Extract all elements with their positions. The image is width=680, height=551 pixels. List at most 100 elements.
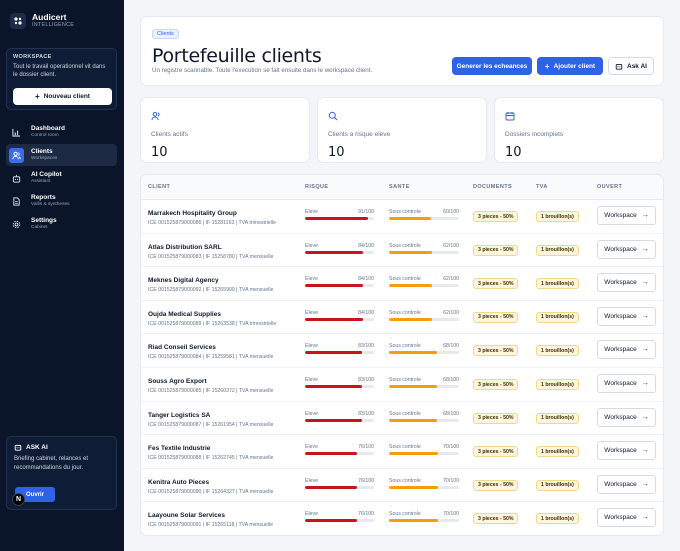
arrow-right-icon: → <box>641 380 649 387</box>
workspace-label: Workspace <box>604 212 637 219</box>
client-name[interactable]: Fes Textile Industrie <box>148 445 211 453</box>
table-row[interactable]: Oujda Medical Supplies ICE 00152587900008… <box>141 301 663 335</box>
add-client-button[interactable]: + Ajouter client <box>537 57 603 75</box>
app-name: Audicert <box>32 12 67 22</box>
open-workspace-button[interactable]: Workspace → <box>597 508 656 528</box>
risk-bar-fill <box>305 351 363 355</box>
health-score: 62/100 <box>443 276 459 283</box>
stat-card-high-risk: Clients a risque eleve 10 <box>317 97 487 163</box>
risk-label: Eleve <box>305 477 318 484</box>
new-client-button[interactable]: + Nouveau client <box>13 88 112 105</box>
stat-value: 10 <box>151 145 168 160</box>
table-row[interactable]: Souss Agro Export ICE 001525879000085 | I… <box>141 368 663 402</box>
health-score: 70/100 <box>443 444 459 451</box>
health-bar-fill <box>389 385 437 388</box>
risk-score: 83/100 <box>358 343 374 350</box>
risk-label: Eleve <box>305 309 318 316</box>
sidebar-item-reports[interactable]: Reports Vallis & syntheses <box>6 190 117 212</box>
health-score: 68/100 <box>443 377 459 383</box>
table-row[interactable]: Fes Textile Industrie ICE 001525879000088… <box>141 435 663 469</box>
open-workspace-button[interactable]: Workspace → <box>597 306 656 326</box>
health-score: 70/100 <box>443 477 459 484</box>
nav-sub: Vallis & syntheses <box>31 202 70 207</box>
health-bar <box>389 385 459 388</box>
table-row[interactable]: Meknes Digital Agency ICE 001525879000092… <box>141 267 663 301</box>
open-workspace-button[interactable]: Workspace → <box>597 239 656 259</box>
client-name[interactable]: Marrakech Hospitality Group <box>148 210 237 217</box>
health-score: 68/100 <box>443 410 459 417</box>
workspace-label: Workspace <box>604 380 637 387</box>
next-logo-icon[interactable]: N <box>12 493 25 506</box>
health-bar <box>389 485 459 489</box>
client-name[interactable]: Souss Agro Export <box>148 378 207 385</box>
sidebar-item-settings[interactable]: Settings Cabinet <box>6 213 117 235</box>
stat-label: Clients actifs <box>151 131 188 138</box>
open-workspace-button[interactable]: Workspace → <box>597 407 656 427</box>
brand[interactable]: Audicert INTELLIGENCE <box>10 12 74 29</box>
table-row[interactable]: Laayoune Solar Services ICE 0015258790000… <box>141 502 663 535</box>
open-workspace-button[interactable]: Workspace → <box>597 441 656 461</box>
sidebar-item-dashboard[interactable]: Dashboard Control room <box>6 121 117 143</box>
risk-score: 76/100 <box>358 477 374 484</box>
client-name[interactable]: Laayoune Solar Services <box>148 512 225 520</box>
risk-label: Eleve <box>305 242 318 249</box>
bot-icon <box>11 173 22 184</box>
table-row[interactable]: Kenitra Auto Pieces ICE 001525879000090 |… <box>141 469 663 503</box>
workspace-label: Workspace <box>604 346 637 354</box>
table-row[interactable]: Tanger Logistics SA ICE 001525879000087 |… <box>141 402 663 436</box>
client-meta: ICE 001525879000092 | IF 15265909 | TVA … <box>148 287 274 294</box>
client-name[interactable]: Meknes Digital Agency <box>148 277 219 285</box>
client-name[interactable]: Kenitra Auto Pieces <box>148 478 210 486</box>
breadcrumb[interactable]: Clients <box>152 29 179 39</box>
health-score: 62/100 <box>443 242 459 249</box>
open-workspace-button[interactable]: Workspace → <box>597 474 656 494</box>
client-meta: ICE 001525879000087 | IF 15261954 | TVA … <box>148 421 274 428</box>
risk-bar <box>305 452 374 456</box>
risk-bar <box>305 385 374 388</box>
risk-score: 76/100 <box>358 444 374 451</box>
new-client-label: Nouveau client <box>43 93 90 100</box>
nav-label: Reports <box>31 194 56 201</box>
table-row[interactable]: Atlas Distribution SARL ICE 0015258790000… <box>141 234 663 268</box>
client-name[interactable]: Riad Conseil Services <box>148 344 216 352</box>
column-header-tva: TVA <box>536 184 548 190</box>
ask-ai-button[interactable]: Ask AI <box>608 57 654 75</box>
nav-label: AI Copilot <box>31 171 62 178</box>
nav-sub: Cabinet <box>31 225 48 230</box>
client-name[interactable]: Atlas Distribution SARL <box>148 243 222 251</box>
open-workspace-button[interactable]: Workspace → <box>597 273 656 293</box>
stat-label: Clients a risque eleve <box>328 131 391 138</box>
risk-bar-fill <box>305 385 363 388</box>
workspace-card: WORKSPACE Tout le travail operationnel v… <box>6 48 117 110</box>
ask-ai-label: Ask AI <box>627 62 647 70</box>
table-row[interactable]: Marrakech Hospitality Group ICE 001525879… <box>141 200 663 234</box>
tva-badge: 1 brouillon(s) <box>536 479 579 491</box>
health-bar <box>389 317 459 321</box>
arrow-right-icon: → <box>641 514 649 522</box>
nav-sub: Workspaces <box>31 156 58 161</box>
sidebar-item-ai-copilot[interactable]: AI Copilot Assistant <box>6 167 117 189</box>
health-bar-fill <box>389 284 433 288</box>
client-name[interactable]: Oujda Medical Supplies <box>148 310 221 318</box>
workspace-label: Workspace <box>604 279 637 287</box>
bot-icon <box>615 62 623 70</box>
arrow-right-icon: → <box>641 279 649 287</box>
health-label: Sous controle <box>389 276 421 283</box>
sidebar-item-clients[interactable]: Clients Workspaces <box>6 144 117 166</box>
arrow-right-icon: → <box>641 312 649 320</box>
health-bar <box>389 250 459 254</box>
column-header-open: OUVERT <box>597 184 623 190</box>
health-score: 62/100 <box>443 309 459 316</box>
health-bar <box>389 284 459 288</box>
arrow-right-icon: → <box>641 413 649 421</box>
client-name[interactable]: Tanger Logistics SA <box>148 411 211 419</box>
open-ask-ai-button[interactable]: Ouvrir <box>15 487 55 502</box>
users-icon <box>151 111 161 121</box>
risk-label: Eleve <box>305 444 318 451</box>
open-workspace-button[interactable]: Workspace → <box>597 340 656 360</box>
generate-schedule-button[interactable]: Generer les echeances <box>452 57 532 75</box>
open-workspace-button[interactable]: Workspace → <box>597 206 656 225</box>
table-row[interactable]: Riad Conseil Services ICE 001525879000084… <box>141 334 663 368</box>
open-label: Ouvrir <box>25 491 44 498</box>
open-workspace-button[interactable]: Workspace → <box>597 374 656 393</box>
